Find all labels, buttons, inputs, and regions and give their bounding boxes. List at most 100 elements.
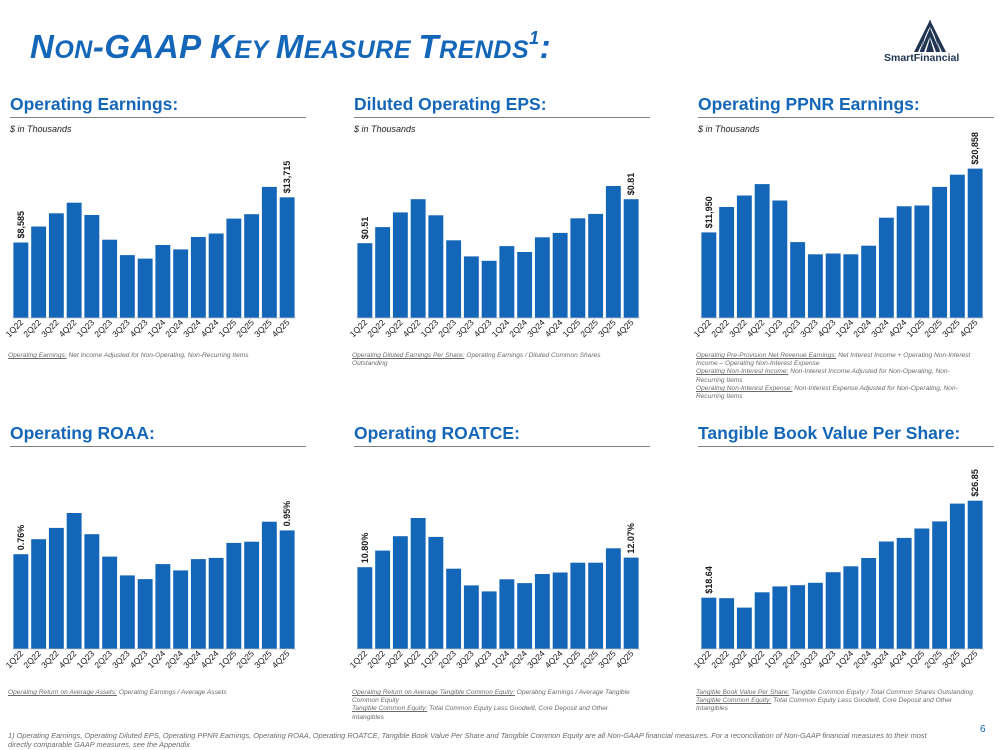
bar-4q22 [754,592,770,649]
bar-2q22 [719,207,735,318]
x-tick-label: 4Q22 [57,648,79,670]
bar-4q24 [552,572,568,649]
x-tick-label: 4Q25 [614,648,636,670]
x-tick-label: 2Q25 [234,317,256,339]
x-tick-label: 4Q23 [816,648,838,670]
bar-2q22 [375,550,391,649]
x-tick-label: 1Q22 [4,317,26,339]
bar-4q24 [896,206,912,318]
panel-footnote: Operating Diluted Earnings Per Share: Op… [352,352,632,368]
x-tick-label: 3Q22 [39,317,61,339]
x-tick-label: 3Q25 [596,648,618,670]
footnote-definition: Total Common Equity Less Goodwill, Core … [352,705,609,721]
bar-4q23 [481,260,497,318]
footnote-line: Operating Non-Interest Expense: Non-Inte… [696,385,976,401]
data-label: $26.85 [970,469,980,497]
x-tick-label: 1Q22 [692,648,714,670]
footnote-line: Operating Non-Interest Income: Non-Inter… [696,368,976,384]
x-tick-label: 3Q24 [525,648,547,670]
data-label: 10.80% [360,533,370,564]
bar-2q23 [790,585,806,649]
data-label: $8,585 [16,211,26,239]
bar-chart: 1Q222Q223Q224Q221Q232Q233Q234Q231Q242Q24… [692,132,984,339]
x-tick-label: 2Q22 [21,317,43,339]
bar-2q22 [719,598,735,649]
bar-4q25 [623,557,639,649]
bar-3q25 [949,503,965,649]
x-tick-label: 1Q25 [905,648,927,670]
bar-2q25 [244,541,260,649]
bar-1q23 [428,215,444,318]
x-tick-label: 4Q23 [816,317,838,339]
chart-operating-earnings: 1Q22 2Q22 3Q22 4Q22 1Q23 2Q23 3Q23 4Q23 1Q24 2Q24… [4,130,300,358]
x-tick-label: 3Q24 [525,317,547,339]
bar-3q23 [463,256,479,318]
bar-1q24 [499,579,515,649]
panel-footnote: Operating Return on Average Tangible Com… [352,689,632,722]
bar-3q25 [261,521,277,649]
chart-diluted-operating-eps: 1Q22 2Q22 3Q22 4Q22 1Q23 2Q23 3Q23 4Q23 1Q24 2Q24… [348,130,644,358]
bar-4q23 [825,572,841,649]
x-tick-label: 1Q25 [217,317,239,339]
panel-footnote: Operating Pre-Provision Net Revenue Earn… [696,352,976,401]
bar-chart: 1Q222Q223Q224Q221Q232Q233Q234Q231Q242Q24… [348,518,640,670]
panel-operating-roatce: Operating ROATCE: 1Q22 2Q22 3Q22 4Q22 1Q23 2Q… [348,423,650,721]
x-tick-label: 4Q23 [128,317,150,339]
x-tick-label: 2Q22 [709,317,731,339]
footnote-definition: Net Income Adjusted for Non-Operating, N… [66,352,249,359]
footnote-definition: Tangible Common Equity / Total Common Sh… [789,689,973,696]
bar-2q25 [932,186,948,318]
x-tick-label: 1Q22 [692,317,714,339]
x-tick-label: 3Q22 [383,317,405,339]
x-tick-label: 4Q23 [128,648,150,670]
x-tick-label: 2Q25 [922,317,944,339]
x-tick-label: 3Q25 [252,317,274,339]
x-tick-label: 1Q24 [146,317,168,339]
bar-chart: 1Q222Q223Q224Q221Q232Q233Q234Q231Q242Q24… [4,501,296,670]
bar-3q25 [949,174,965,318]
bar-2q23 [102,239,118,318]
bar-4q22 [66,513,82,649]
footnote-term: Tangible Common Equity: [696,697,772,705]
x-tick-label: 1Q23 [763,317,785,339]
bar-2q22 [31,226,47,318]
bar-1q25 [570,562,586,649]
x-tick-label: 4Q22 [745,648,767,670]
x-tick-label: 4Q22 [401,648,423,670]
bar-3q22 [392,536,408,649]
x-tick-label: 4Q24 [887,317,909,339]
x-tick-label: 4Q22 [745,317,767,339]
bar-1q23 [84,215,100,318]
panel-operating-ppnr-earnings: Operating PPNR Earnings: $ in Thousands … [692,94,994,400]
bar-3q22 [48,527,64,649]
bar-1q23 [772,586,788,649]
x-tick-label: 1Q24 [834,317,856,339]
bar-1q25 [914,528,930,649]
x-tick-label: 4Q24 [543,648,565,670]
bar-1q23 [772,200,788,318]
footnote-term: Operating Return on Average Tangible Com… [352,689,515,696]
bar-4q25 [967,500,983,649]
bar-chart: 1Q222Q223Q224Q221Q232Q233Q234Q231Q242Q24… [4,161,296,339]
bar-4q23 [137,258,153,318]
panel-operating-earnings: Operating Earnings: $ in Thousands 1Q22 2… [4,94,306,359]
footnote-term: Operating Pre-Provision Net Revenue Earn… [696,352,837,359]
bar-chart: 1Q222Q223Q224Q221Q232Q233Q234Q231Q242Q24… [348,173,640,339]
bar-2q23 [446,240,462,318]
bar-3q23 [807,254,823,318]
x-tick-label: 2Q24 [851,317,873,339]
bar-1q22 [701,232,717,318]
bar-4q25 [967,168,983,318]
x-tick-label: 2Q25 [578,648,600,670]
bar-3q25 [605,548,621,649]
bar-2q23 [446,568,462,649]
bar-4q22 [410,199,426,318]
bar-1q24 [843,254,859,318]
bar-3q24 [190,559,206,649]
x-tick-label: 4Q24 [199,648,221,670]
x-tick-label: 3Q23 [798,317,820,339]
x-tick-label: 2Q24 [163,648,185,670]
footnote-line: Operating Return on Average Tangible Com… [352,689,632,705]
x-tick-label: 2Q23 [92,317,114,339]
chart-operating-roatce: 1Q22 2Q22 3Q22 4Q22 1Q23 2Q23 3Q23 4Q23 1Q24 2Q24… [348,459,644,689]
